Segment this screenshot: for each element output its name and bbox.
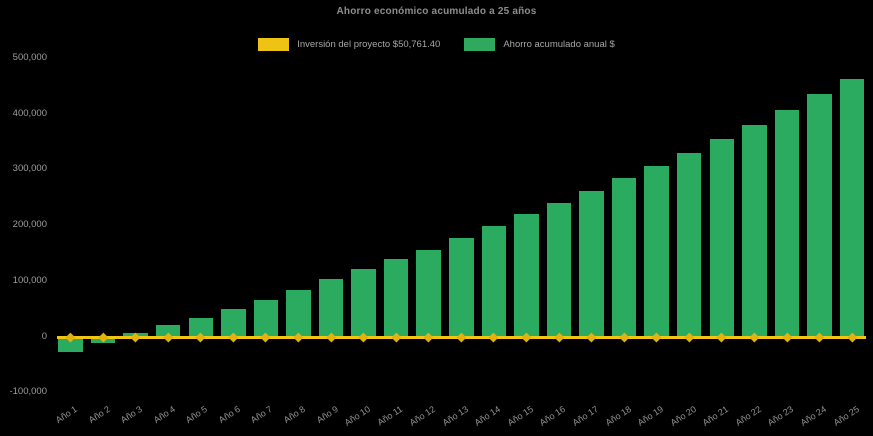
bar-year-16 <box>546 203 572 337</box>
y-tick-label: 400,000 <box>12 107 47 119</box>
x-tick-label-year-4: Año 4 <box>151 403 177 426</box>
x-tick-label-year-2: Año 2 <box>86 403 112 426</box>
chart-title: Ahorro económico acumulado a 25 años <box>336 6 537 17</box>
bar-year-7 <box>253 299 279 337</box>
bar-year-25 <box>839 79 865 337</box>
investment-marker-year-16 <box>554 333 564 343</box>
bar-year-4 <box>155 325 181 337</box>
bar-year-10 <box>351 269 376 337</box>
x-tick-label-year-10: Año 10 <box>342 403 373 428</box>
y-tick-label: 100,000 <box>12 274 47 286</box>
legend: Inversión del proyecto $50,761.40 Ahorro… <box>0 36 873 52</box>
investment-marker-year-23 <box>782 333 792 343</box>
x-tick-label-year-11: Año 11 <box>375 403 405 428</box>
bar-year-12 <box>416 249 441 337</box>
bar-year-1 <box>58 336 83 352</box>
bar-year-24 <box>807 94 832 337</box>
savings-bar-swatch <box>464 37 496 51</box>
x-tick-label-year-6: Año 6 <box>216 403 242 426</box>
bar-year-8 <box>286 289 311 337</box>
legend-label-savings: Ahorro acumulado anual $ <box>503 38 615 50</box>
x-tick-label-year-21: Año 21 <box>700 403 731 428</box>
y-tick-label: 200,000 <box>12 219 47 231</box>
x-tick-label-year-5: Año 5 <box>184 403 210 426</box>
bar-year-17 <box>579 191 604 337</box>
bar-year-13 <box>449 238 474 337</box>
y-tick-label: 0 <box>41 330 47 342</box>
bar-year-20 <box>676 152 702 337</box>
bar-year-15 <box>514 213 539 337</box>
bar-year-22 <box>742 124 767 337</box>
x-tick-label-year-3: Año 3 <box>118 403 145 426</box>
x-tick-label-year-9: Año 9 <box>314 403 340 426</box>
bar-year-11 <box>383 259 409 337</box>
x-tick-label-year-18: Año 18 <box>603 403 633 428</box>
bar-year-19 <box>644 165 669 337</box>
legend-item-savings: Ahorro acumulado anual $ <box>464 37 615 51</box>
investment-line-swatch <box>258 37 290 51</box>
bar-year-18 <box>611 178 637 337</box>
x-tick-label-year-24: Año 24 <box>798 403 828 428</box>
bar-year-14 <box>481 226 507 337</box>
x-tick-label-year-25: Año 25 <box>831 403 861 428</box>
x-tick-label-year-12: Año 12 <box>407 403 438 428</box>
x-tick-label-year-19: Año 19 <box>635 403 666 428</box>
x-tick-label-year-1: Año 1 <box>53 403 79 426</box>
x-tick-label-year-17: Año 17 <box>570 403 600 428</box>
x-tick-label-year-13: Año 13 <box>440 403 470 428</box>
y-tick-label: 300,000 <box>12 163 47 175</box>
x-tick-label-year-14: Año 14 <box>472 403 503 428</box>
x-tick-label-year-15: Año 15 <box>505 403 535 428</box>
x-tick-label-year-20: Año 20 <box>668 403 698 428</box>
bar-year-9 <box>318 279 344 337</box>
legend-label-investment: Inversión del proyecto $50,761.40 <box>297 38 441 50</box>
bar-year-5 <box>188 317 213 337</box>
y-tick-label: 500,000 <box>12 52 47 63</box>
legend-item-investment: Inversión del proyecto $50,761.40 <box>258 37 441 51</box>
x-tick-label-year-8: Año 8 <box>281 403 307 426</box>
bar-year-6 <box>221 308 246 337</box>
x-tick-label-year-22: Año 22 <box>733 403 763 428</box>
x-tick-label-year-23: Año 23 <box>766 403 796 428</box>
bar-year-23 <box>774 109 800 337</box>
y-tick-label: -100,000 <box>9 386 47 398</box>
x-tick-label-year-16: Año 16 <box>538 403 568 428</box>
x-tick-label-year-7: Año 7 <box>249 403 275 426</box>
bar-year-21 <box>709 138 735 337</box>
